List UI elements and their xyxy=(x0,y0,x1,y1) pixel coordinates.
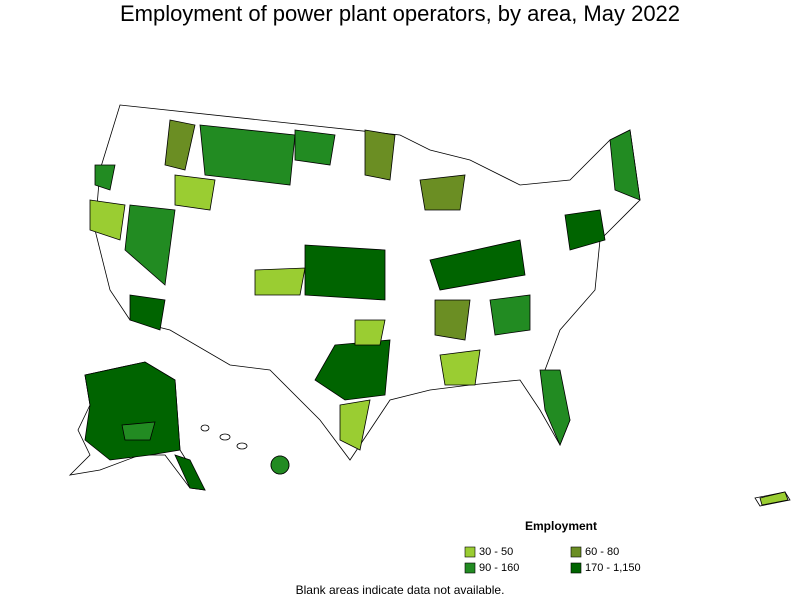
shaded-area xyxy=(270,455,290,475)
shaded-area xyxy=(129,294,166,331)
shaded-area xyxy=(364,129,396,181)
shaded-areas xyxy=(84,119,789,506)
shaded-area xyxy=(121,421,156,441)
footnote: Blank areas indicate data not available. xyxy=(296,583,505,597)
shaded-area xyxy=(199,124,296,186)
shaded-area xyxy=(489,294,531,336)
shaded-area xyxy=(174,454,206,491)
legend-label: 30 - 50 xyxy=(479,546,513,558)
shaded-area xyxy=(84,361,181,461)
shaded-area xyxy=(304,244,386,301)
shaded-area xyxy=(164,119,196,171)
shaded-area xyxy=(94,164,116,191)
legend-label: 90 - 160 xyxy=(479,562,519,574)
shaded-area xyxy=(89,199,126,241)
shaded-area xyxy=(564,209,606,251)
shaded-area xyxy=(439,349,481,386)
map-title: Employment of power plant operators, by … xyxy=(120,1,680,26)
legend-title: Employment xyxy=(525,519,597,533)
legend-label: 170 - 1,150 xyxy=(585,562,641,574)
shaded-area xyxy=(339,399,371,451)
legend-label: 60 - 80 xyxy=(585,546,619,558)
shaded-area xyxy=(539,369,571,447)
shaded-area xyxy=(419,174,466,211)
legend-swatch xyxy=(464,546,476,558)
legend-swatch xyxy=(570,562,582,574)
shaded-area xyxy=(609,129,641,201)
shaded-area xyxy=(254,267,306,296)
shaded-area xyxy=(124,204,176,286)
legend-swatch xyxy=(464,562,476,574)
shaded-area xyxy=(759,491,789,506)
shaded-area xyxy=(429,239,526,291)
shaded-area xyxy=(174,174,216,211)
shaded-area xyxy=(354,319,386,346)
legend-swatch xyxy=(570,546,582,558)
shaded-area xyxy=(434,299,471,341)
shaded-area xyxy=(294,129,336,166)
legend: 30 - 50 60 - 80 90 - 160 170 - 1,150 xyxy=(464,546,641,574)
